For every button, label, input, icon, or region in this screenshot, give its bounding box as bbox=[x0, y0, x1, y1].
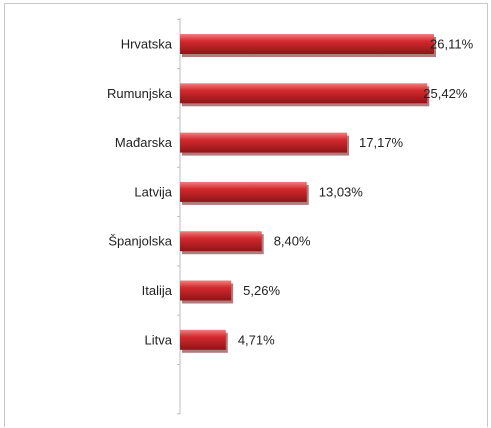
category-label: Hrvatska bbox=[121, 37, 173, 52]
value-label: 8,40% bbox=[274, 234, 311, 249]
bar bbox=[180, 34, 434, 54]
value-label: 17,17% bbox=[359, 135, 404, 150]
value-label: 4,71% bbox=[238, 332, 275, 347]
category-label: Litva bbox=[145, 332, 173, 347]
bar bbox=[180, 231, 262, 252]
bar-chart: Hrvatska 26,11% Rumunjska 25,42% Mađarska 17,… bbox=[107, 18, 474, 415]
category-label: Italija bbox=[142, 283, 173, 298]
value-label: 25,42% bbox=[423, 86, 468, 101]
value-label: 5,26% bbox=[243, 283, 280, 298]
value-label: 26,11% bbox=[430, 37, 474, 52]
category-label: Mađarska bbox=[115, 135, 173, 150]
category-label: Španjolska bbox=[108, 234, 172, 249]
bar bbox=[180, 181, 307, 202]
bar bbox=[180, 329, 226, 350]
bar bbox=[180, 132, 348, 153]
bar bbox=[180, 280, 232, 301]
bar bbox=[180, 83, 428, 104]
chart-frame: Hrvatska 26,11% Rumunjska 25,42% Mađarska 17,… bbox=[4, 3, 488, 427]
category-label: Rumunjska bbox=[107, 86, 173, 101]
value-label: 13,03% bbox=[319, 184, 364, 199]
category-label: Latvija bbox=[134, 184, 172, 199]
